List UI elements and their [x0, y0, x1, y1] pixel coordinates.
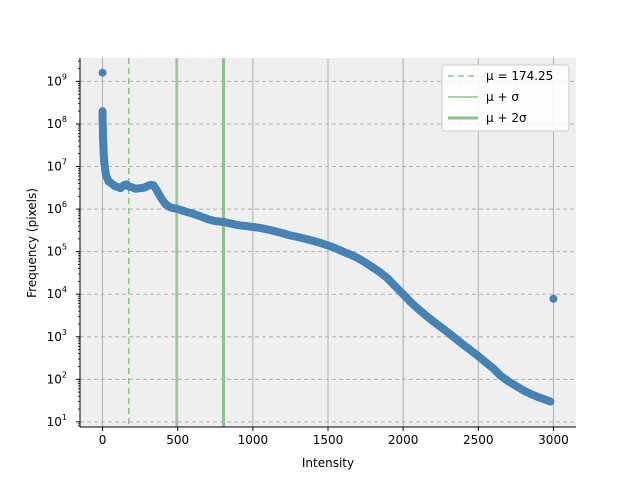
y-tick-label: 103 [47, 328, 67, 344]
y-tick-label: 108 [47, 115, 67, 131]
x-tick-label: 1500 [313, 433, 344, 447]
x-tick-label: 500 [166, 433, 189, 447]
legend-label: μ + σ [486, 90, 519, 104]
legend: μ = 174.25 μ + σ μ + 2σ [441, 64, 570, 132]
legend-frame [441, 64, 570, 132]
y-tick-label: 102 [47, 370, 67, 386]
data-point [549, 294, 558, 303]
x-tick-label: 2500 [463, 433, 494, 447]
legend-label: μ + 2σ [486, 111, 527, 125]
y-tick-label: 106 [47, 200, 67, 216]
y-axis-label: Frequency (pixels) [25, 188, 39, 298]
y-tick-label: 109 [47, 72, 67, 88]
x-tick-label: 2000 [388, 433, 419, 447]
data-point [545, 397, 554, 406]
y-tick-label: 104 [47, 285, 67, 301]
reference-lines [127, 58, 226, 427]
data-points [98, 68, 558, 406]
x-axis-label: Intensity [302, 456, 354, 470]
x-tick-label: 1000 [238, 433, 269, 447]
y-tick-label: 101 [47, 413, 67, 429]
data-point [98, 68, 107, 77]
y-tick-label: 105 [47, 243, 67, 259]
y-tick-label: 107 [47, 158, 67, 174]
y-gridlines [80, 80, 576, 423]
y-axis-ticks: 101 102 103 104 105 106 107 108 109 [47, 60, 80, 429]
x-axis-ticks: 0 500 1000 1500 2000 2500 3000 [99, 427, 569, 447]
x-tick-label: 3000 [538, 433, 569, 447]
x-tick-label: 0 [99, 433, 107, 447]
legend-label: μ = 174.25 [486, 69, 553, 83]
